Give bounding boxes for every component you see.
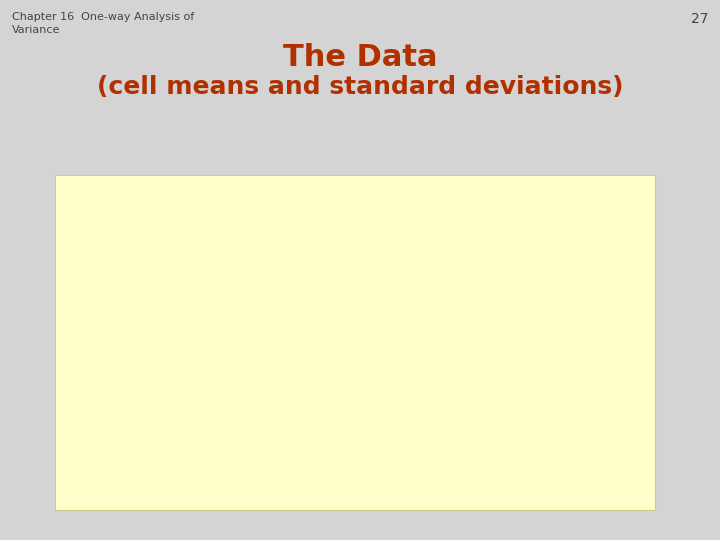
Text: Variance: Variance bbox=[12, 25, 60, 35]
Text: 27: 27 bbox=[690, 12, 708, 26]
Text: Chapter 16  One-way Analysis of: Chapter 16 One-way Analysis of bbox=[12, 12, 194, 22]
Text: The Data: The Data bbox=[283, 43, 437, 72]
Text: (cell means and standard deviations): (cell means and standard deviations) bbox=[96, 75, 624, 99]
FancyBboxPatch shape bbox=[55, 175, 655, 510]
